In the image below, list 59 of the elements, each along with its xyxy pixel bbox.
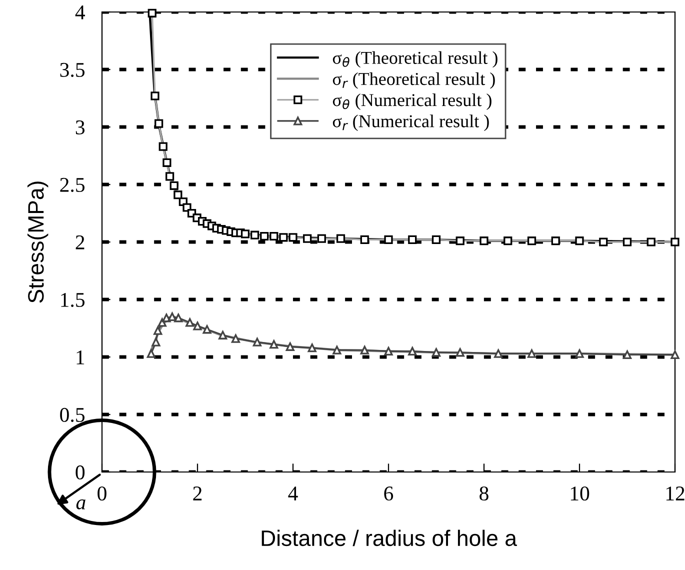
x-tick-label: 8 [480, 486, 488, 501]
point [286, 342, 294, 351]
point [308, 343, 316, 352]
point [252, 338, 262, 346]
point [193, 322, 202, 330]
point [154, 326, 162, 335]
point [168, 312, 176, 322]
point [270, 340, 278, 349]
x-tick-label: 6 [384, 486, 394, 501]
y-tick-label: 2 [76, 235, 84, 250]
legend-label: σ$_{r}$ (Numerical result ) [332, 114, 489, 131]
y-tick-label: 3 [76, 120, 85, 134]
point [622, 350, 632, 360]
y-tick-label: 0 [76, 465, 85, 480]
point [174, 190, 182, 200]
point [384, 346, 393, 356]
point [152, 338, 160, 346]
point [456, 348, 464, 357]
point [527, 349, 536, 358]
point [158, 318, 166, 327]
legend-label: σ$_{r}$ (Theoretical result ) [332, 72, 495, 89]
x-tick-label: 10 [570, 486, 590, 501]
point [186, 318, 194, 327]
x-tick-label: 0 [98, 486, 106, 501]
point [480, 236, 488, 246]
point [332, 346, 342, 354]
point [336, 234, 346, 243]
point [670, 238, 680, 246]
legend-label: σ$_{θ}$ (Numerical result ) [332, 94, 492, 110]
y-tick-label: 2.5 [60, 178, 85, 192]
y-tick-label: 0.5 [60, 408, 85, 422]
point [384, 235, 393, 244]
x-tick-label: 12 [666, 486, 684, 500]
x-axis-title: Distance / radius of hole a [262, 530, 517, 546]
point [231, 334, 240, 343]
point [218, 330, 228, 340]
point [575, 236, 584, 246]
point [240, 230, 250, 238]
y-tick-label: 1 [76, 350, 84, 364]
point [575, 349, 584, 358]
point [670, 350, 680, 360]
point [288, 233, 298, 242]
point [432, 235, 441, 244]
point [432, 348, 441, 357]
point [360, 346, 369, 354]
point [494, 349, 503, 358]
point [146, 349, 156, 358]
y-tick-label: 1.5 [61, 292, 85, 308]
y-tick-label: 3.5 [60, 62, 85, 78]
x-tick-label: 2 [193, 486, 202, 500]
point [408, 346, 417, 356]
legend-label: σ$_{θ}$ (Theoretical result ) [332, 51, 498, 68]
point [174, 314, 183, 322]
point [202, 325, 212, 334]
y-axis-title: Stress(MPa) [27, 182, 48, 303]
point [170, 181, 178, 190]
y-tick-label: 4 [75, 6, 86, 20]
x-tick-label: 4 [288, 486, 298, 500]
text: a [76, 499, 86, 510]
